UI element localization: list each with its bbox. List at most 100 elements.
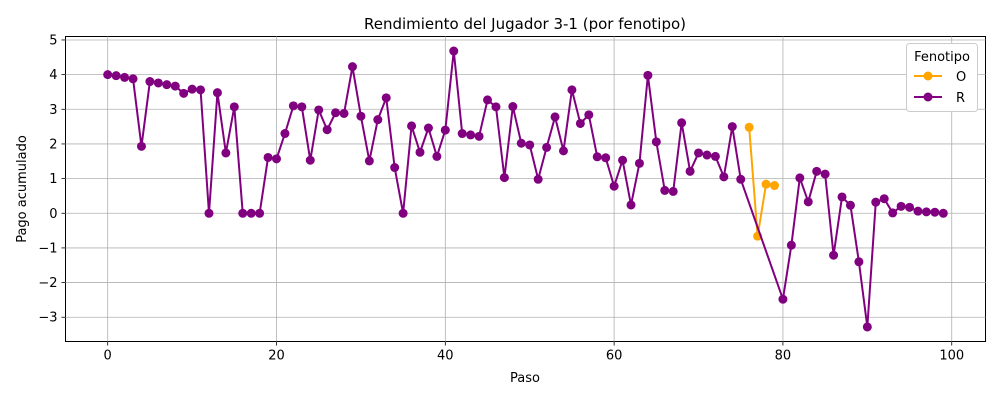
data-point bbox=[609, 181, 619, 191]
y-tick-label: −2 bbox=[38, 276, 57, 291]
legend-label-R: R bbox=[956, 91, 965, 106]
data-point bbox=[567, 85, 577, 95]
data-point bbox=[179, 88, 189, 98]
data-point bbox=[331, 108, 341, 118]
x-tick-label: 0 bbox=[104, 349, 112, 364]
y-tick-label: 5 bbox=[49, 33, 57, 48]
legend-box bbox=[906, 43, 978, 112]
y-tick-label: −3 bbox=[38, 311, 57, 326]
data-point bbox=[221, 148, 231, 158]
data-point bbox=[837, 192, 847, 202]
data-point bbox=[710, 151, 720, 161]
data-point bbox=[305, 155, 315, 165]
data-point bbox=[457, 129, 467, 139]
data-point bbox=[685, 166, 695, 176]
legend-marker-O bbox=[923, 71, 933, 81]
data-point bbox=[449, 46, 459, 56]
data-point bbox=[297, 102, 307, 112]
data-point bbox=[364, 156, 374, 166]
data-point bbox=[263, 152, 273, 162]
data-point bbox=[854, 257, 864, 267]
data-point bbox=[339, 108, 349, 118]
y-tick-label: 4 bbox=[49, 68, 57, 83]
x-axis-label: Paso bbox=[510, 371, 540, 386]
data-point bbox=[668, 186, 678, 196]
x-tick-label: 60 bbox=[606, 349, 623, 364]
data-point bbox=[584, 110, 594, 120]
data-point bbox=[314, 105, 324, 115]
data-point bbox=[694, 148, 704, 158]
data-point bbox=[288, 101, 298, 111]
data-point bbox=[145, 77, 155, 87]
data-point bbox=[499, 173, 509, 183]
series-layer bbox=[103, 46, 948, 332]
data-point bbox=[829, 250, 839, 260]
y-tick-label: 1 bbox=[49, 172, 57, 187]
data-point bbox=[871, 197, 881, 207]
data-point bbox=[702, 150, 712, 160]
legend-marker-R bbox=[923, 92, 933, 102]
y-tick-label: 3 bbox=[49, 103, 57, 118]
data-point bbox=[795, 173, 805, 183]
data-point bbox=[820, 169, 830, 179]
legend-title: Fenotipo bbox=[914, 50, 970, 65]
data-point bbox=[508, 102, 518, 112]
data-point bbox=[542, 142, 552, 152]
data-point bbox=[727, 122, 737, 132]
data-point bbox=[575, 118, 585, 128]
data-point bbox=[719, 172, 729, 182]
data-point bbox=[255, 208, 265, 218]
data-point bbox=[634, 158, 644, 168]
data-point bbox=[550, 112, 560, 122]
data-point bbox=[170, 81, 180, 91]
data-point bbox=[896, 201, 906, 211]
data-point bbox=[120, 72, 130, 82]
data-point bbox=[381, 93, 391, 103]
series-O bbox=[744, 122, 779, 241]
data-point bbox=[423, 123, 433, 133]
data-point bbox=[905, 202, 915, 212]
data-point bbox=[212, 88, 222, 98]
x-tick-label: 40 bbox=[437, 349, 454, 364]
data-point bbox=[525, 140, 535, 150]
data-point bbox=[483, 95, 493, 105]
data-point bbox=[407, 121, 417, 131]
data-point bbox=[888, 208, 898, 218]
data-point bbox=[803, 197, 813, 207]
data-point bbox=[921, 207, 931, 217]
data-point bbox=[558, 146, 568, 156]
data-point bbox=[398, 208, 408, 218]
data-point bbox=[812, 166, 822, 176]
data-point bbox=[618, 155, 628, 165]
series-R bbox=[103, 46, 948, 332]
data-point bbox=[677, 118, 687, 128]
data-point bbox=[432, 151, 442, 161]
x-tick-label: 80 bbox=[775, 349, 792, 364]
data-point bbox=[862, 322, 872, 332]
axis-ticks: 0 20 40 60 80 100 −3 −2 −1 0 1 2 3 4 5 bbox=[38, 33, 964, 363]
data-point bbox=[744, 122, 754, 132]
data-point bbox=[440, 125, 450, 135]
data-point bbox=[761, 179, 771, 189]
x-tick-label: 20 bbox=[268, 349, 285, 364]
y-tick-label: −1 bbox=[38, 241, 57, 256]
data-point bbox=[103, 70, 113, 80]
data-point bbox=[322, 125, 332, 135]
data-point bbox=[204, 208, 214, 218]
data-point bbox=[845, 200, 855, 210]
y-tick-label: 0 bbox=[49, 207, 57, 222]
data-point bbox=[111, 71, 121, 81]
data-point bbox=[786, 240, 796, 250]
data-point bbox=[474, 131, 484, 141]
data-point bbox=[229, 102, 239, 112]
data-point bbox=[162, 80, 172, 90]
data-point bbox=[516, 138, 526, 148]
data-point bbox=[736, 174, 746, 184]
data-point bbox=[128, 74, 138, 84]
data-point bbox=[930, 207, 940, 217]
data-point bbox=[533, 174, 543, 184]
data-point bbox=[238, 208, 248, 218]
data-point bbox=[660, 185, 670, 195]
plot-frame bbox=[65, 36, 986, 342]
data-point bbox=[491, 102, 501, 112]
